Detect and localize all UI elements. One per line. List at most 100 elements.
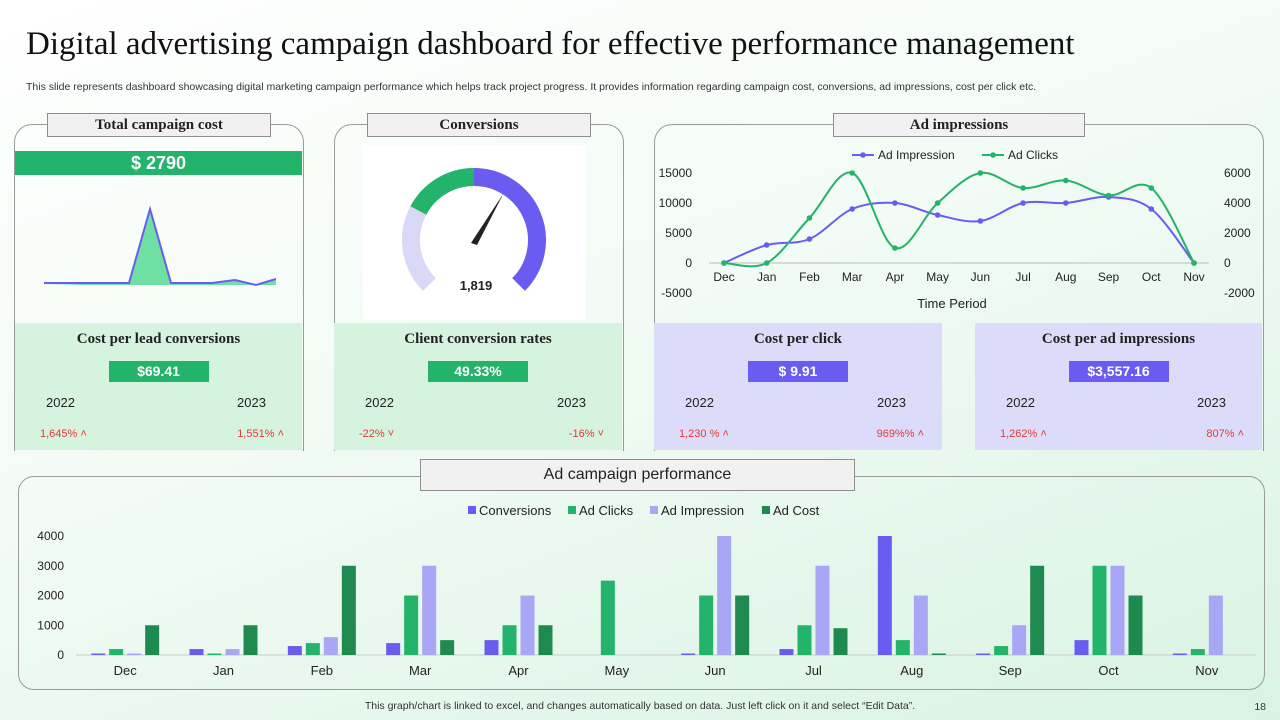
x-tick-label: Aug	[1055, 270, 1076, 284]
legend-label: Ad Clicks	[1008, 148, 1058, 162]
bar-ad-impression	[225, 649, 240, 655]
x-tick-label: Mar	[409, 663, 432, 678]
y-left-tick-label: 0	[685, 256, 692, 270]
series-point	[763, 242, 770, 248]
bar-ad-impression	[1208, 595, 1223, 655]
metric-value: $69.41	[108, 361, 209, 382]
metric-card: Cost per lead conversions $69.41 2022 2023 1…	[15, 323, 302, 450]
series-point	[849, 170, 855, 176]
total-cost-sparkline[interactable]	[32, 195, 286, 295]
metric-year-2: 2023	[237, 395, 266, 410]
arrow-up-icon: ˄	[1040, 428, 1047, 440]
series-point	[1148, 206, 1155, 212]
bar-conversions	[779, 649, 794, 655]
series-point	[934, 212, 941, 218]
series-point	[721, 260, 727, 266]
x-tick-label: Sep	[1098, 270, 1120, 284]
metric-value: $3,557.16	[1068, 361, 1169, 382]
page-title: Digital advertising campaign dashboard f…	[26, 26, 1075, 62]
ad-impressions-chart[interactable]: -5000 0 5000 10000 15000 -2000 0 2000 4000 6000 De…	[654, 140, 1262, 320]
x-tick-label: Oct	[1142, 270, 1161, 284]
y-right-tick-label: 2000	[1224, 226, 1251, 240]
ad-impressions-title: Ad impressions	[833, 113, 1085, 137]
series-point	[892, 245, 898, 251]
series-point	[977, 170, 984, 176]
series-point	[1020, 185, 1026, 191]
bar-ad-impression	[815, 565, 830, 655]
bar-ad-cost	[145, 625, 160, 655]
series-point	[849, 206, 855, 212]
legend-swatch	[568, 506, 576, 514]
legend-swatch	[762, 506, 770, 514]
x-tick-label: Apr	[508, 663, 529, 678]
arrow-up-icon: ˄	[277, 428, 284, 440]
x-tick-label: Nov	[1183, 270, 1204, 284]
bar-ad-clicks	[994, 646, 1009, 655]
gauge-purple	[473, 168, 546, 291]
y-left-tick-label: 5000	[665, 226, 692, 240]
page-number: 18	[1254, 701, 1266, 713]
series-point	[1063, 177, 1069, 184]
metric-change-2: 969%% ˄	[877, 428, 924, 440]
bar-ad-impression	[717, 536, 732, 655]
metric-change-1-text: 1,645%	[40, 428, 78, 440]
metric-change-2-text: -16%	[568, 428, 595, 440]
series-point	[1063, 200, 1069, 206]
arrow-up-icon: ˄	[722, 428, 729, 440]
metric-card: Cost per ad impressions $3,557.16 2022 2023…	[975, 323, 1262, 450]
legend-swatch	[650, 506, 658, 514]
y-left-tick-label: 15000	[659, 166, 693, 180]
conversions-value: 1,819	[459, 278, 493, 293]
series-point	[1105, 192, 1112, 199]
y-right-tick-label: 6000	[1224, 166, 1251, 180]
bar-ad-clicks	[797, 625, 812, 655]
x-tick-label: Jan	[213, 663, 234, 678]
series-point	[977, 218, 984, 224]
legend-label: Conversions	[479, 503, 552, 518]
legend-marker	[860, 152, 866, 158]
bar-ad-clicks	[305, 643, 320, 655]
x-tick-label: Jul	[1015, 270, 1030, 284]
series-point	[763, 260, 770, 266]
x-tick-label: Jan	[757, 270, 776, 284]
bar-conversions	[681, 653, 696, 655]
metric-change-1-text: 1,230 %	[679, 428, 720, 440]
bar-conversions	[1074, 640, 1089, 655]
bar-conversions	[1172, 653, 1187, 655]
bar-conversions	[484, 640, 499, 655]
bar-ad-clicks	[109, 649, 124, 655]
y-left-tick-label: 10000	[659, 196, 693, 210]
metric-change-1: 1,645% ˄	[40, 428, 87, 440]
total-cost-title: Total campaign cost	[47, 113, 271, 137]
y-left-tick-label: -5000	[661, 286, 692, 300]
conversions-gauge[interactable]	[363, 145, 586, 320]
x-tick-label: Dec	[114, 663, 138, 678]
y-tick-label: 1000	[37, 618, 64, 632]
footer-note: This graph/chart is linked to excel, and…	[364, 700, 916, 712]
metric-change-1: -22% ˅	[359, 428, 394, 440]
series-point	[1148, 185, 1155, 191]
arrow-up-icon: ˄	[1237, 428, 1244, 440]
bar-ad-cost	[341, 565, 356, 655]
x-tick-label: Oct	[1098, 663, 1119, 678]
total-cost-value: $ 2790	[130, 153, 187, 173]
gauge-green	[410, 168, 475, 216]
metric-change-2-text: 969%%	[876, 428, 915, 440]
arrow-up-icon: ˄	[80, 428, 87, 440]
bar-ad-clicks	[895, 640, 910, 655]
bar-ad-impression	[127, 653, 142, 655]
bar-ad-cost	[440, 640, 455, 655]
bar-conversions	[189, 649, 204, 655]
page-subtitle: This slide represents dashboard showcasi…	[26, 81, 1037, 93]
bar-ad-clicks	[600, 580, 615, 655]
bar-conversions	[287, 646, 302, 655]
x-tick-label: Feb	[311, 663, 333, 678]
bar-ad-clicks	[207, 653, 222, 655]
arrow-down-icon: ˅	[597, 428, 604, 440]
bar-ad-cost	[538, 625, 553, 655]
performance-chart[interactable]: 0 1000 2000 3000 4000 Dec Jan Feb Mar Apr May Jun Ju…	[18, 495, 1263, 687]
x-tick-label: Jun	[705, 663, 726, 678]
series-line-ad-impression	[723, 195, 1195, 264]
y-right-tick-label: 0	[1224, 256, 1231, 270]
performance-title: Ad campaign performance	[420, 459, 855, 491]
